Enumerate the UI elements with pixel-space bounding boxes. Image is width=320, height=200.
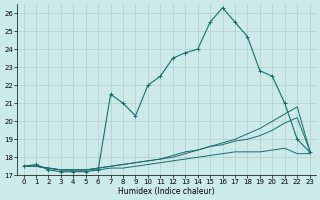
- X-axis label: Humidex (Indice chaleur): Humidex (Indice chaleur): [118, 187, 215, 196]
